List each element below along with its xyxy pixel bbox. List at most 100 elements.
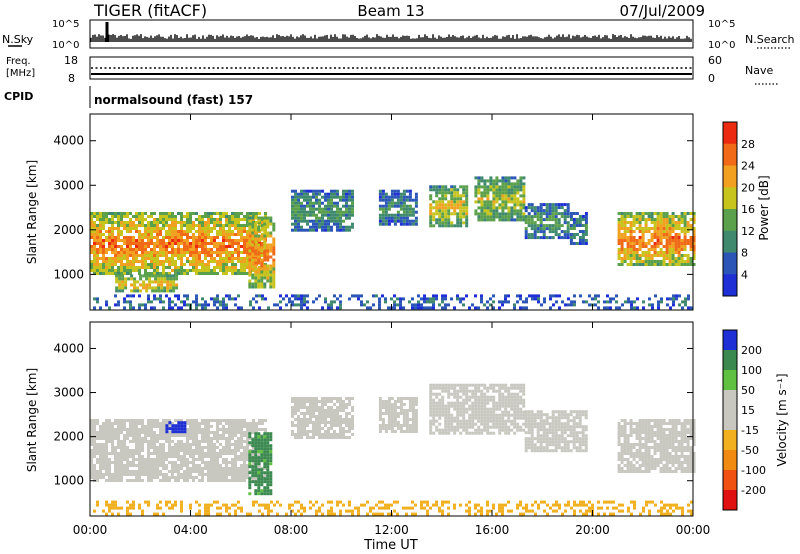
heatmap-cell	[147, 473, 150, 476]
heatmap-cell	[644, 260, 648, 263]
heatmap-cell	[246, 239, 249, 242]
heatmap-cell	[336, 204, 339, 208]
heatmap-cell	[210, 419, 213, 422]
heatmap-cell	[303, 303, 306, 307]
heatmap-cell	[171, 260, 174, 263]
heatmap-cell	[669, 306, 672, 310]
heatmap-cell	[668, 251, 672, 254]
heatmap-cell	[662, 263, 666, 266]
heatmap-cell	[260, 228, 264, 232]
heatmap-cell	[123, 272, 126, 275]
heatmap-cell	[345, 415, 348, 418]
heatmap-cell	[309, 403, 312, 406]
heatmap-cell	[243, 266, 246, 269]
heatmap-cell	[429, 395, 433, 399]
heatmap-cell	[159, 239, 162, 242]
heatmap-cell	[126, 294, 129, 298]
heatmap-cell	[300, 204, 303, 208]
heatmap-cell	[615, 300, 618, 304]
heatmap-cell	[234, 443, 237, 446]
heatmap-cell	[429, 221, 433, 225]
heatmap-cell	[121, 274, 125, 278]
heatmap-cell	[408, 300, 411, 304]
heatmap-cell	[581, 233, 585, 236]
heatmap-cell	[414, 397, 418, 400]
heatmap-cell	[204, 254, 207, 257]
heatmap-cell	[575, 242, 579, 245]
heatmap-cell	[153, 306, 156, 310]
heatmap-cell	[531, 294, 534, 298]
heatmap-cell	[291, 213, 294, 217]
heatmap-cell	[192, 458, 195, 461]
heatmap-cell	[204, 434, 207, 437]
heatmap-cell	[147, 422, 150, 425]
heatmap-cell	[246, 428, 249, 431]
heatmap-cell	[504, 297, 507, 301]
heatmap-cell	[531, 297, 534, 301]
heatmap-cell	[522, 300, 525, 304]
heatmap-cell	[237, 218, 240, 221]
heatmap-cell	[263, 228, 267, 232]
heatmap-cell	[225, 461, 228, 464]
heatmap-cell	[632, 224, 636, 227]
heatmap-cell	[120, 269, 123, 272]
heatmap-cell	[108, 239, 111, 242]
heatmap-cell	[248, 273, 252, 277]
heatmap-cell	[93, 470, 96, 473]
heatmap-cell	[160, 274, 164, 278]
heatmap-cell	[345, 213, 348, 217]
heatmap-cell	[204, 269, 207, 272]
heatmap-cell	[387, 213, 391, 217]
heatmap-cell	[678, 294, 681, 298]
heatmap-cell	[656, 260, 660, 263]
heatmap-cell	[163, 277, 167, 281]
heatmap-cell	[257, 243, 261, 247]
heatmap-cell	[114, 419, 117, 422]
heatmap-cell	[671, 242, 675, 245]
heatmap-cell	[213, 257, 216, 260]
heatmap-cell	[683, 224, 687, 227]
heatmap-cell	[111, 212, 114, 215]
heatmap-cell	[263, 222, 267, 226]
heatmap-cell	[536, 227, 540, 231]
heatmap-cell	[177, 434, 180, 437]
heatmap-cell	[480, 191, 484, 195]
heatmap-cell	[441, 306, 444, 310]
heatmap-cell	[668, 263, 672, 266]
heatmap-cell	[156, 467, 159, 470]
heatmap-cell	[336, 406, 339, 409]
heatmap-cell	[159, 464, 162, 467]
heatmap-cell	[198, 449, 201, 452]
heatmap-cell	[141, 467, 144, 470]
heatmap-cell	[459, 297, 462, 301]
heatmap-cell	[174, 476, 177, 479]
heatmap-cell	[429, 297, 432, 301]
heatmap-cell	[534, 297, 537, 301]
heatmap-cell	[108, 269, 111, 272]
heatmap-cell	[381, 207, 385, 211]
heatmap-cell	[342, 192, 345, 196]
heatmap-cell	[519, 200, 523, 204]
beam-label: Beam 13	[357, 2, 424, 20]
heatmap-cell	[168, 224, 171, 227]
heatmap-cell	[159, 218, 162, 221]
heatmap-cell	[111, 269, 114, 272]
heatmap-cell	[653, 245, 657, 248]
heatmap-cell	[435, 410, 439, 414]
heatmap-cell	[174, 452, 177, 455]
heatmap-cell	[248, 216, 252, 220]
heatmap-cell	[438, 218, 442, 222]
heatmap-cell	[269, 216, 273, 220]
heatmap-cell	[656, 242, 660, 245]
heatmap-cell	[117, 431, 120, 434]
heatmap-cell	[524, 227, 528, 231]
heatmap-cell	[111, 449, 114, 452]
heatmap-cell	[135, 479, 138, 482]
heatmap-cell	[105, 269, 108, 272]
heatmap-cell	[573, 303, 576, 307]
heatmap-cell	[126, 300, 129, 304]
heatmap-cell	[213, 221, 216, 224]
heatmap-cell	[180, 443, 183, 446]
heatmap-cell	[435, 294, 438, 298]
heatmap-cell	[387, 306, 390, 310]
